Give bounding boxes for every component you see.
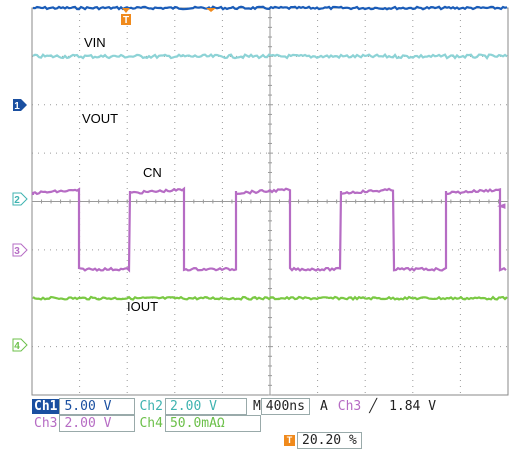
trigger-level[interactable]: 1.84 V [389,399,437,414]
channel4-marker[interactable]: 4 [12,338,28,352]
trigger-mode[interactable]: A [319,399,328,414]
ch4-scale[interactable]: 50.0mAΩ [164,415,261,432]
ch1-name[interactable]: Ch1 [32,399,60,414]
trace-label-iout: IOUT [127,299,158,314]
trigger-source[interactable]: Ch3 [337,399,362,414]
timebase-value[interactable]: 400ns [260,398,310,415]
trigger-position-value[interactable]: 20.20 % [297,432,362,449]
trace-vin [32,5,508,11]
ch3-scale[interactable]: 2.00 V [59,415,136,432]
trace-label-vout: VOUT [82,111,118,126]
top-reference-marker [206,8,216,12]
svg-text:1: 1 [14,101,20,112]
ch2-scale[interactable]: 2.00 V [164,398,247,415]
channel2-marker[interactable]: 2 [12,192,28,206]
trace-iout [32,295,508,302]
trigger-level-marker[interactable]: ◄ [497,199,506,212]
svg-text:4: 4 [14,341,20,352]
ch2-name[interactable]: Ch2 [139,399,163,414]
ch4-name[interactable]: Ch4 [139,416,163,431]
svg-text:3: 3 [14,246,20,257]
trace-vout [32,53,508,61]
trace-cn [31,186,507,273]
trigger-position-icon: T [284,435,295,446]
status-row-2: Ch3 2.00 V Ch4 50.0mAΩ [32,415,263,432]
trigger-slope-icon: ╱ [369,399,378,414]
ch3-name[interactable]: Ch3 [34,416,58,431]
status-bar: Ch1 5.00 V Ch2 2.00 V M 400ns A Ch3 ╱ 1.… [32,398,516,450]
ch1-scale[interactable]: 5.00 V [59,398,136,415]
waveform-traces [31,5,508,302]
trace-label-cn: CN [143,165,162,180]
status-row-3: T 20.20 % [284,432,364,449]
status-row-1: Ch1 5.00 V Ch2 2.00 V M 400ns A Ch3 ╱ 1.… [32,398,436,415]
channel1-marker[interactable]: 1 [13,99,27,112]
svg-text:T: T [123,15,129,26]
trace-label-vin: VIN [84,35,106,50]
timebase-label: M [252,399,261,414]
trigger-position-marker[interactable]: T [121,8,131,26]
svg-text:2: 2 [14,195,20,206]
channel3-marker[interactable]: 3 [12,243,28,257]
